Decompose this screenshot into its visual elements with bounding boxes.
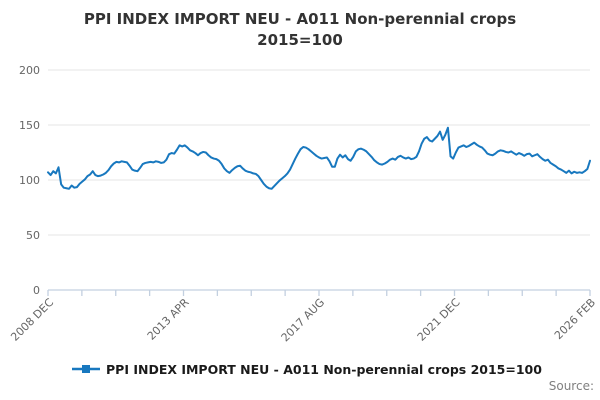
y-axis-tick-label: 100: [19, 174, 40, 187]
gridlines: [48, 69, 590, 291]
y-axis-tick-label: 150: [19, 119, 40, 132]
y-axis-labels: 0 50 100 150 200: [19, 64, 40, 297]
chart-title-line2: 2015=100: [257, 31, 343, 49]
legend[interactable]: PPI INDEX IMPORT NEU - A011 Non-perennia…: [72, 362, 542, 377]
source-label: Source:: [549, 379, 594, 393]
series-group: [47, 126, 591, 190]
x-axis-tick-label: 2026 FEB: [552, 296, 598, 342]
x-axis-tick-label: 2017 AUG: [279, 296, 328, 345]
x-axis-tick-label: 2013 APR: [145, 296, 192, 343]
y-axis-tick-label: 50: [26, 229, 40, 242]
x-axis-tick-label: 2008 DEC: [8, 296, 56, 344]
legend-label[interactable]: PPI INDEX IMPORT NEU - A011 Non-perennia…: [106, 362, 542, 377]
series-line: [47, 126, 591, 190]
chart-title-line1: PPI INDEX IMPORT NEU - A011 Non-perennia…: [84, 10, 516, 28]
y-axis-tick-label: 0: [33, 284, 40, 297]
x-axis: 2008 DEC 2013 APR 2017 AUG 2021 DEC 2026 FEB: [8, 289, 598, 345]
y-axis-tick-label: 200: [19, 64, 40, 77]
legend-marker-square-icon: [82, 365, 90, 373]
x-axis-tick-label: 2021 DEC: [415, 296, 463, 344]
